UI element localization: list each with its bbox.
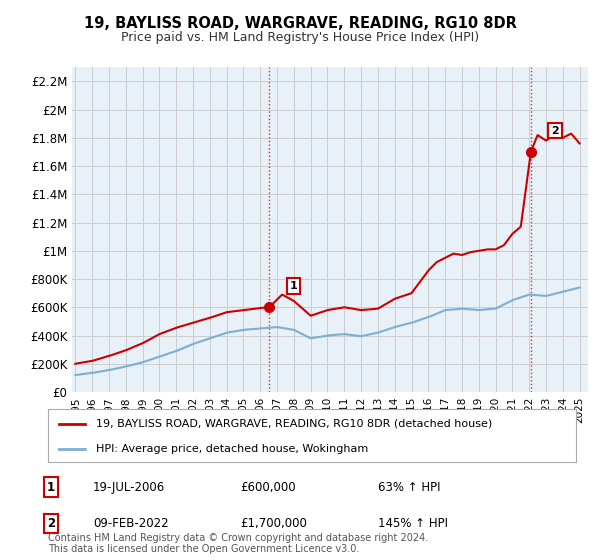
- Text: 19-JUL-2006: 19-JUL-2006: [93, 480, 165, 494]
- Text: Price paid vs. HM Land Registry's House Price Index (HPI): Price paid vs. HM Land Registry's House …: [121, 31, 479, 44]
- Text: HPI: Average price, detached house, Wokingham: HPI: Average price, detached house, Woki…: [95, 444, 368, 454]
- Text: 63% ↑ HPI: 63% ↑ HPI: [378, 480, 440, 494]
- Text: 19, BAYLISS ROAD, WARGRAVE, READING, RG10 8DR: 19, BAYLISS ROAD, WARGRAVE, READING, RG1…: [83, 16, 517, 31]
- Text: 1: 1: [47, 480, 55, 494]
- Text: 2: 2: [47, 517, 55, 530]
- Text: £1,700,000: £1,700,000: [240, 517, 307, 530]
- Text: Contains HM Land Registry data © Crown copyright and database right 2024.
This d: Contains HM Land Registry data © Crown c…: [48, 533, 428, 554]
- Text: 145% ↑ HPI: 145% ↑ HPI: [378, 517, 448, 530]
- Text: 2: 2: [551, 125, 559, 136]
- Text: 19, BAYLISS ROAD, WARGRAVE, READING, RG10 8DR (detached house): 19, BAYLISS ROAD, WARGRAVE, READING, RG1…: [95, 419, 492, 429]
- Text: 1: 1: [289, 281, 297, 291]
- Text: 09-FEB-2022: 09-FEB-2022: [93, 517, 169, 530]
- Text: £600,000: £600,000: [240, 480, 296, 494]
